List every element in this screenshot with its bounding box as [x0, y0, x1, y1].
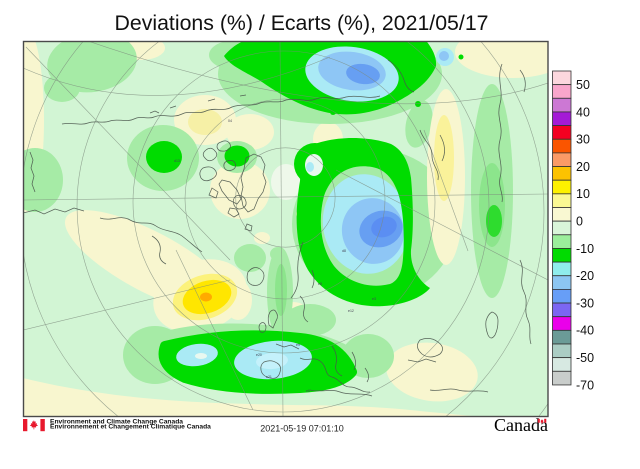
svg-text:Deviations (%) / Ecarts (%), 2: Deviations (%) / Ecarts (%), 2021/05/17: [114, 11, 488, 35]
svg-text:e9: e9: [296, 343, 300, 347]
svg-text:Environnement et Changement Cl: Environnement et Changement Climatique C…: [50, 424, 211, 431]
svg-text:-70: -70: [576, 378, 594, 392]
svg-text:30: 30: [576, 133, 590, 147]
svg-text:d13: d13: [174, 159, 180, 163]
svg-text:e8: e8: [318, 282, 322, 286]
svg-text:-10: -10: [576, 242, 594, 256]
svg-text:e6: e6: [306, 389, 310, 393]
svg-text:Canada: Canada: [494, 415, 548, 435]
svg-text:e21: e21: [266, 375, 272, 379]
svg-text:e12: e12: [348, 309, 354, 313]
svg-text:0: 0: [576, 214, 583, 228]
svg-text:d8: d8: [342, 249, 346, 253]
svg-text:50: 50: [576, 78, 590, 92]
svg-text:2021-05-19 07:01:10: 2021-05-19 07:01:10: [260, 423, 344, 433]
svg-text:-50: -50: [576, 351, 594, 365]
svg-text:04: 04: [228, 119, 232, 123]
svg-text:-40: -40: [576, 324, 594, 338]
svg-text:e20: e20: [256, 353, 262, 357]
svg-text:40: 40: [576, 105, 590, 119]
svg-text:-20: -20: [576, 269, 594, 283]
svg-text:20: 20: [576, 160, 590, 174]
svg-text:-30: -30: [576, 296, 594, 310]
svg-text:Environment and Climate Change: Environment and Climate Change Canada: [50, 418, 183, 425]
svg-text:e3: e3: [372, 297, 376, 301]
svg-text:10: 10: [576, 187, 590, 201]
